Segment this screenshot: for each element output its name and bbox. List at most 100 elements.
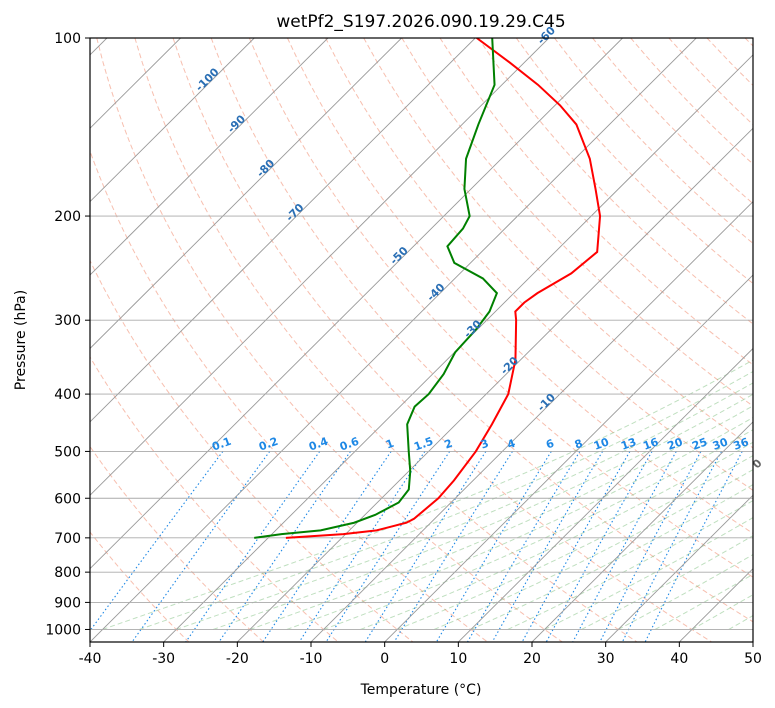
- moist-adiabat: [691, 594, 753, 630]
- y-tick-label: 200: [54, 209, 81, 225]
- mixing-ratio-label: 0.2: [257, 435, 280, 454]
- dry-adiabat: [248, 38, 753, 578]
- x-tick-label: 30: [597, 651, 615, 667]
- isotherm: [237, 127, 753, 642]
- dry-adiabat: [477, 38, 753, 325]
- moist-adiabat: [102, 359, 753, 630]
- mixing-ratio-line: [467, 451, 581, 642]
- moist-adiabat: [249, 405, 753, 630]
- y-tick-label: 400: [54, 387, 81, 403]
- y-tick-label: 500: [54, 444, 81, 460]
- moist-adiabat: [433, 469, 753, 630]
- mixing-ratio-label: 25: [690, 435, 709, 452]
- dry-adiabat: [515, 38, 753, 285]
- dry-adiabat: [210, 38, 753, 623]
- moist-adiabat: [397, 454, 753, 630]
- sounding-line: [254, 38, 499, 539]
- mixing-ratio-line: [262, 451, 392, 642]
- moist-adiabat: [544, 517, 753, 630]
- mixing-ratio-line: [218, 451, 351, 642]
- mixing-ratio-label: 1.5: [412, 435, 435, 454]
- dry-adiabat-label: -40: [424, 281, 447, 304]
- dry-adiabat: [439, 38, 753, 366]
- dry-adiabat: [706, 38, 753, 87]
- dry-adiabat: [592, 38, 753, 205]
- isotherm: [605, 494, 753, 642]
- moist-adiabat: [728, 614, 753, 630]
- mixing-ratio-line: [298, 451, 426, 642]
- dry-adiabat: [554, 38, 753, 245]
- moist-adiabat: [618, 553, 753, 630]
- dry-adiabat: [90, 445, 264, 642]
- y-tick-label: 700: [54, 531, 81, 547]
- mixing-ratio-line: [325, 451, 451, 642]
- isotherm: [90, 38, 329, 276]
- moist-adiabat-label: 0: [750, 456, 765, 471]
- mixing-ratio-line: [491, 451, 604, 642]
- mixing-ratio-label: 0.6: [338, 435, 361, 454]
- chart-title: wetPf2_S197.2026.090.19.29.C45: [276, 12, 565, 32]
- dry-adiabat-label: -70: [283, 201, 306, 224]
- moist-adiabat: [212, 393, 753, 630]
- dry-adiabat: [90, 149, 488, 642]
- y-tick-label: 1000: [45, 622, 81, 638]
- dry-adiabat: [90, 531, 190, 642]
- dry-adiabat: [668, 38, 753, 126]
- dry-adiabat: [90, 356, 339, 642]
- dry-adiabat-label: -50: [387, 244, 410, 267]
- x-axis-label: Temperature (°C): [360, 682, 482, 698]
- mixing-ratio-label: 1: [384, 437, 396, 452]
- dry-adiabat: [744, 38, 753, 47]
- dry-adiabat: [401, 38, 753, 407]
- x-tick-label: -40: [79, 651, 102, 667]
- y-tick-label: 800: [54, 565, 81, 581]
- mixing-ratio-label: 4: [505, 437, 517, 452]
- mixing-ratio-label: 0.1: [210, 435, 233, 454]
- mixing-ratio-line: [621, 451, 722, 642]
- isotherm: [90, 38, 255, 203]
- x-tick-label: 0: [380, 651, 389, 667]
- moist-adiabat: [286, 417, 753, 630]
- isotherm: [531, 421, 753, 642]
- mixing-ratio-line: [545, 451, 653, 642]
- y-axis-label: Pressure (hPa): [13, 290, 29, 390]
- mixing-ratio-label: 36: [732, 435, 751, 453]
- x-tick-label: -20: [226, 651, 249, 667]
- mixing-ratio-label: 16: [641, 435, 660, 453]
- dry-adiabat: [134, 38, 638, 642]
- mixing-ratio-label: 6: [544, 437, 556, 452]
- isotherm: [90, 38, 402, 350]
- mixing-ratio-line: [572, 451, 677, 642]
- dry-adiabat-label: -30: [461, 317, 484, 340]
- moist-adiabat: [507, 500, 753, 630]
- mixing-ratio-label: 0.4: [307, 435, 330, 454]
- y-tick-label: 100: [54, 31, 81, 47]
- mixing-ratio-line: [90, 451, 224, 632]
- y-tick-label: 300: [54, 313, 81, 329]
- mixing-ratio-line: [521, 451, 631, 642]
- isotherm: [90, 38, 697, 642]
- isotherm: [752, 641, 753, 642]
- mixing-ratio-label: 3: [479, 437, 491, 452]
- y-ticks: 100 200 300 400 500 600 700 800 900 1000: [45, 31, 90, 638]
- moist-adiabat: [323, 429, 753, 630]
- series-lines: [254, 38, 602, 539]
- grid-lines: [90, 38, 753, 642]
- mixing-ratio-label: 8: [573, 437, 585, 452]
- mixing-ratio-label: 10: [592, 435, 611, 453]
- dry-adiabat-label: -100: [193, 65, 222, 94]
- x-tick-label: 10: [449, 651, 467, 667]
- dry-adiabat-label: -20: [498, 354, 521, 377]
- mixing-ratio-line: [644, 451, 743, 642]
- isotherm: [310, 201, 753, 642]
- y-tick-label: 600: [54, 491, 81, 507]
- moist-adiabat: [470, 484, 753, 630]
- x-tick-label: -30: [152, 651, 175, 667]
- isotherm: [90, 38, 550, 496]
- x-tick-label: 20: [523, 651, 541, 667]
- x-ticks: -40 -30 -20 -10 0 10 20 30 40 50: [79, 642, 762, 667]
- isotherm: [384, 274, 753, 642]
- mixing-ratio-label: 13: [619, 435, 638, 452]
- plot-frame: [89, 37, 754, 643]
